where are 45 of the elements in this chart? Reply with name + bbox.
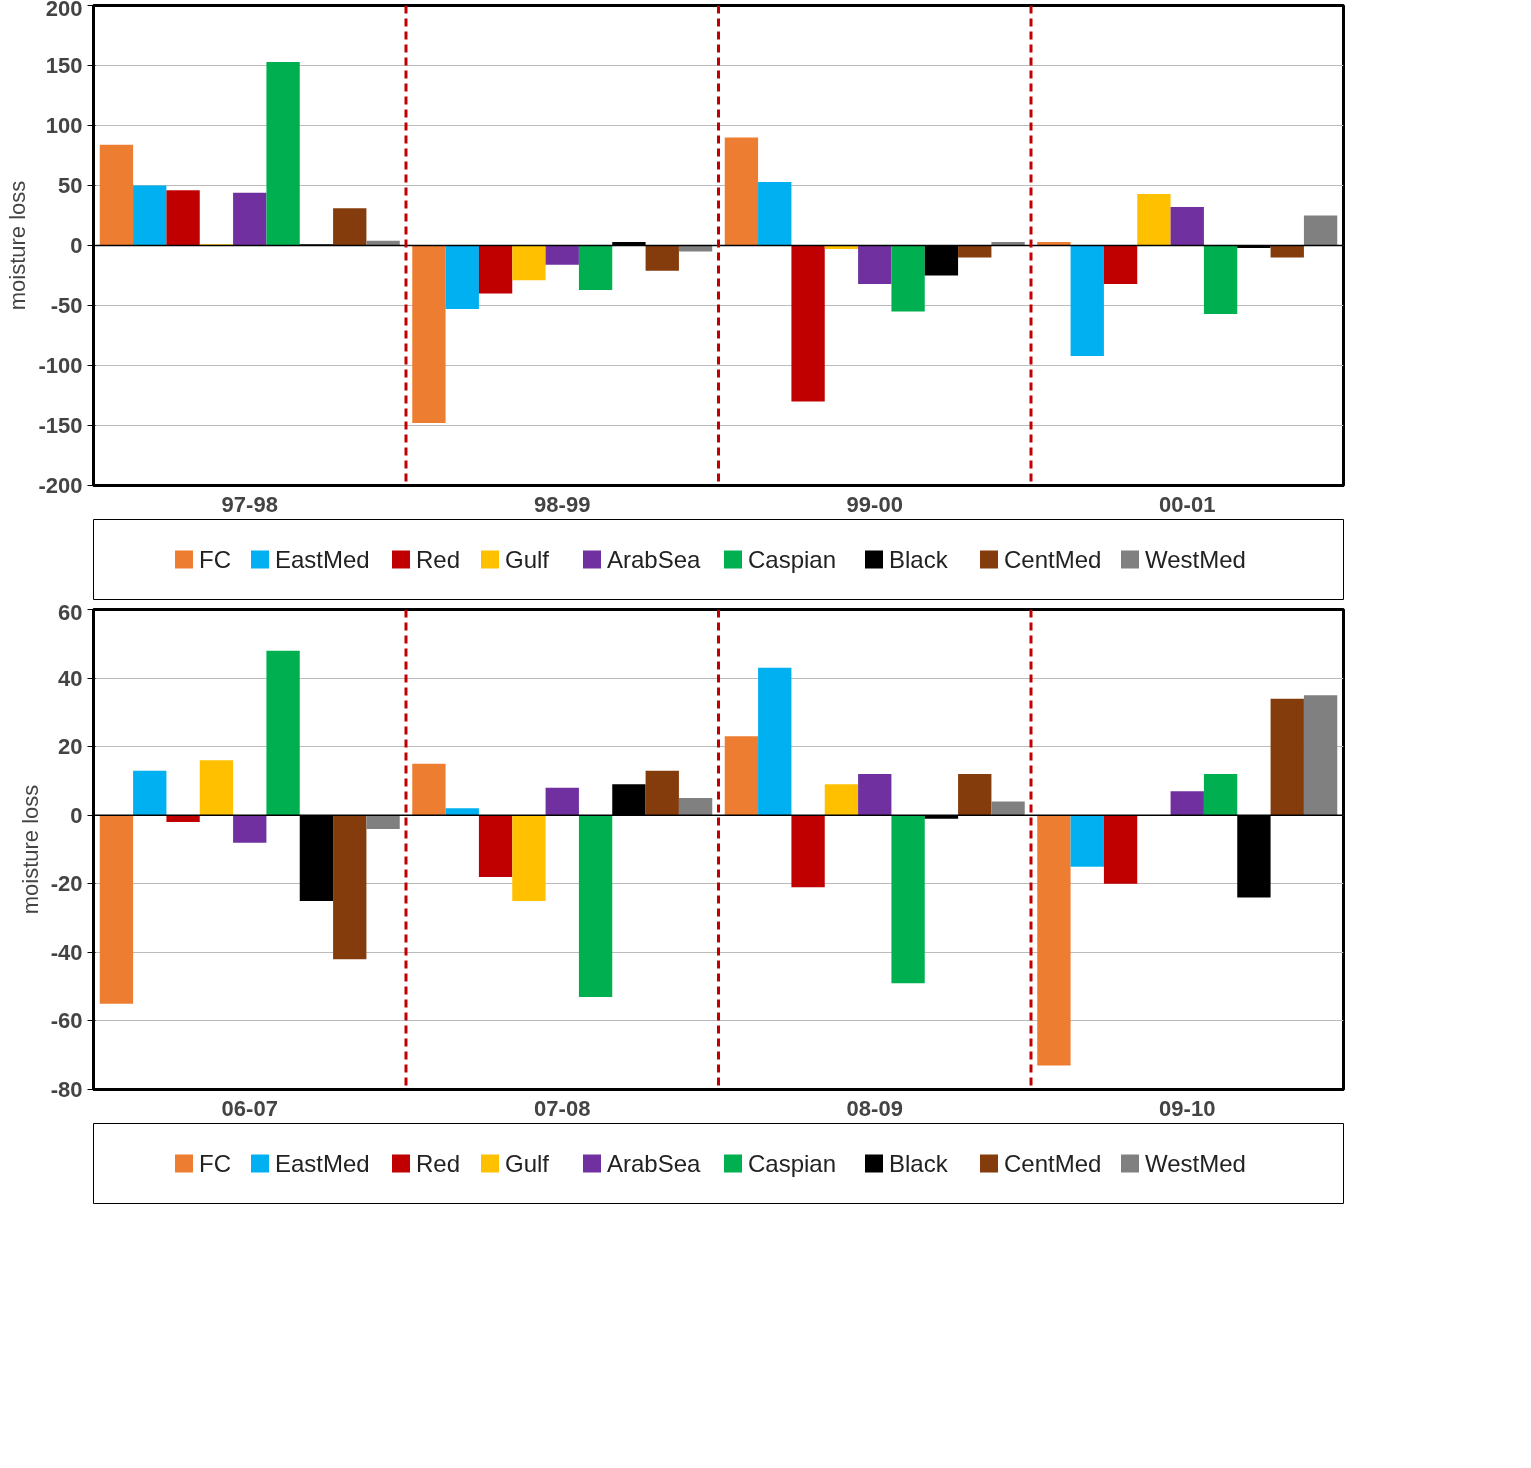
- legend-label: Gulf: [505, 1150, 550, 1177]
- legend-label: Red: [416, 1150, 461, 1177]
- x-tick-label: 07-08: [534, 1095, 591, 1121]
- legend-label: Red: [416, 546, 461, 573]
- legend-label: EastMed: [275, 1150, 370, 1177]
- x-tick-label: 98-99: [534, 491, 591, 517]
- legend-label: FC: [199, 546, 231, 573]
- legend-label: ArabSea: [607, 546, 702, 573]
- y-tick-label: -20: [50, 871, 83, 897]
- y-tick-label: 0: [70, 233, 83, 258]
- legend-label: Gulf: [505, 546, 550, 573]
- legend-label: CentMed: [1004, 1150, 1102, 1177]
- y-tick-label: -40: [50, 939, 83, 965]
- x-tick-label: 00-01: [1159, 491, 1216, 517]
- x-tick-label: 08-09: [846, 1095, 903, 1121]
- y-tick-label: 20: [58, 734, 83, 760]
- y-tick-label: 60: [58, 599, 83, 625]
- legend-label: WestMed: [1145, 1150, 1246, 1177]
- y-tick-label: -50: [50, 293, 83, 318]
- legend-label: Caspian: [748, 1150, 837, 1177]
- x-tick-label: 09-10: [1159, 1095, 1216, 1121]
- y-tick-label: 200: [45, 0, 83, 21]
- y-axis-title: moisture loss: [17, 784, 43, 915]
- legend-label: EastMed: [275, 546, 370, 573]
- y-tick-label: 40: [58, 665, 83, 691]
- y-axis-title: moisture loss: [5, 180, 31, 311]
- y-tick-label: -200: [38, 473, 83, 498]
- y-tick-label: -60: [50, 1008, 83, 1034]
- legend-label: ArabSea: [607, 1150, 702, 1177]
- y-tick-label: -100: [38, 353, 83, 378]
- legend-label: Black: [889, 1150, 949, 1177]
- x-tick-label: 97-98: [221, 491, 278, 517]
- y-tick-label: 100: [45, 113, 83, 138]
- legend-label: Black: [889, 546, 949, 573]
- y-tick-label: 150: [45, 53, 83, 78]
- x-tick-label: 99-00: [846, 491, 903, 517]
- legend-label: Caspian: [748, 546, 837, 573]
- y-tick-label: 50: [58, 173, 83, 198]
- y-tick-label: 0: [70, 802, 83, 828]
- y-tick-label: -150: [38, 413, 83, 438]
- legend-label: CentMed: [1004, 546, 1102, 573]
- legend-label: WestMed: [1145, 546, 1246, 573]
- x-tick-label: 06-07: [221, 1095, 278, 1121]
- y-tick-label: -80: [50, 1077, 83, 1102]
- legend-label: FC: [199, 1150, 231, 1177]
